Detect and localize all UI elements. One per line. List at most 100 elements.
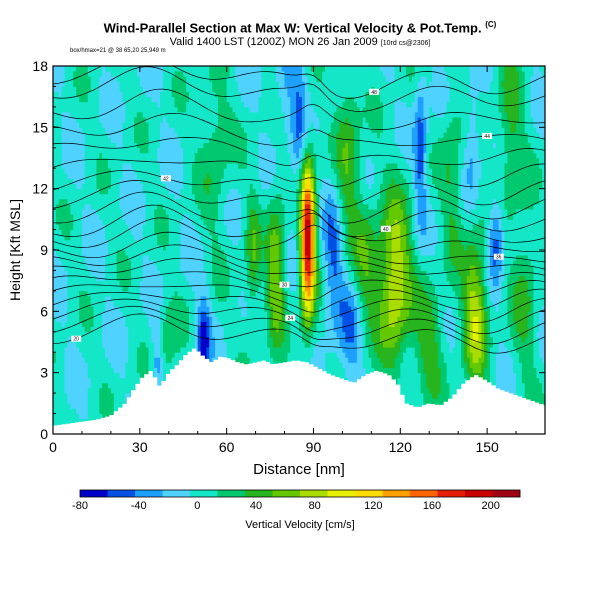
velocity-cell: [203, 296, 207, 302]
velocity-cell: [139, 122, 144, 128]
velocity-cell: [58, 342, 63, 348]
velocity-cell: [162, 347, 167, 353]
velocity-cell: [70, 219, 74, 225]
velocity-cell: [116, 275, 120, 282]
velocity-cell: [81, 152, 86, 159]
velocity-cell: [58, 101, 63, 108]
velocity-cell: [200, 219, 204, 225]
velocity-cell: [136, 255, 141, 261]
velocity-cell: [110, 372, 115, 379]
velocity-cell: [168, 147, 173, 154]
velocity-cell: [90, 168, 94, 174]
velocity-cell: [220, 188, 225, 195]
velocity-cell: [186, 112, 190, 118]
velocity-cell: [53, 193, 57, 200]
velocity-cell: [96, 122, 100, 128]
velocity-cell: [145, 86, 149, 92]
velocity-cell: [139, 321, 144, 328]
velocity-cell: [226, 122, 230, 128]
velocity-cell: [87, 86, 92, 92]
velocity-cell: [212, 66, 216, 72]
velocity-cell: [229, 321, 233, 328]
velocity-cell: [191, 270, 196, 276]
velocity-cell: [119, 331, 123, 338]
velocity-cell: [177, 142, 181, 149]
velocity-cell: [67, 311, 71, 317]
velocity-cell: [197, 122, 201, 128]
velocity-cell: [232, 152, 236, 159]
velocity-cell: [110, 311, 115, 317]
velocity-cell: [217, 250, 222, 256]
velocity-cell: [226, 142, 230, 149]
velocity-cell: [162, 163, 167, 169]
velocity-cell: [209, 219, 213, 225]
velocity-cell: [58, 316, 63, 322]
velocity-cell: [55, 204, 60, 210]
velocity-cell: [145, 255, 149, 261]
velocity-cell: [70, 408, 74, 414]
velocity-cell: [238, 270, 242, 276]
velocity-cell: [102, 336, 106, 343]
velocity-cell: [84, 224, 89, 230]
velocity-cell: [67, 403, 71, 409]
velocity-cell: [67, 224, 71, 230]
velocity-cell: [191, 321, 196, 328]
velocity-cell: [116, 188, 120, 195]
velocity-cell: [105, 239, 109, 246]
velocity-cell: [217, 280, 222, 287]
velocity-cell: [90, 204, 94, 210]
velocity-cell: [241, 285, 245, 292]
velocity-cell: [79, 76, 83, 82]
velocity-cell: [58, 418, 63, 425]
velocity-cell: [93, 188, 97, 195]
velocity-cell: [232, 296, 236, 302]
velocity-cell: [128, 66, 132, 72]
velocity-cell: [200, 229, 204, 236]
velocity-cell: [180, 152, 184, 159]
velocity-cell: [209, 255, 213, 261]
velocity-cell: [79, 377, 83, 384]
velocity-cell: [235, 321, 239, 328]
velocity-cell: [203, 331, 207, 338]
velocity-cell: [235, 168, 239, 174]
velocity-cell: [134, 362, 138, 368]
velocity-cell: [67, 193, 71, 200]
velocity-cell: [116, 296, 120, 302]
velocity-cell: [241, 352, 245, 358]
velocity-cell: [125, 117, 129, 123]
velocity-cell: [244, 209, 248, 215]
velocity-cell: [194, 209, 199, 215]
velocity-cell: [157, 193, 161, 200]
velocity-cell: [168, 234, 173, 241]
velocity-cell: [79, 188, 83, 195]
velocity-cell: [76, 331, 80, 338]
velocity-cell: [229, 193, 233, 200]
velocity-cell: [145, 122, 149, 128]
velocity-cell: [223, 86, 228, 92]
velocity-cell: [189, 306, 193, 312]
velocity-cell: [151, 219, 155, 225]
velocity-cell: [87, 112, 92, 118]
velocity-cell: [128, 106, 132, 113]
velocity-cell: [142, 71, 147, 77]
velocity-cell: [249, 117, 254, 123]
velocity-cell: [107, 101, 112, 108]
velocity-cell: [84, 270, 89, 276]
velocity-cell: [168, 106, 173, 113]
velocity-cell: [238, 229, 242, 236]
velocity-cell: [203, 132, 207, 138]
velocity-cell: [55, 158, 60, 164]
velocity-cell: [148, 352, 152, 358]
velocity-cell: [87, 408, 92, 414]
velocity-cell: [79, 193, 83, 200]
velocity-cell: [61, 342, 65, 348]
velocity-cell: [99, 244, 103, 251]
velocity-cell: [67, 132, 71, 138]
velocity-cell: [73, 86, 77, 92]
velocity-cell: [81, 290, 86, 297]
velocity-cell: [70, 255, 74, 261]
velocity-cell: [105, 342, 109, 348]
velocity-cell: [154, 71, 158, 77]
velocity-cell: [209, 112, 213, 118]
velocity-cell: [217, 265, 222, 271]
